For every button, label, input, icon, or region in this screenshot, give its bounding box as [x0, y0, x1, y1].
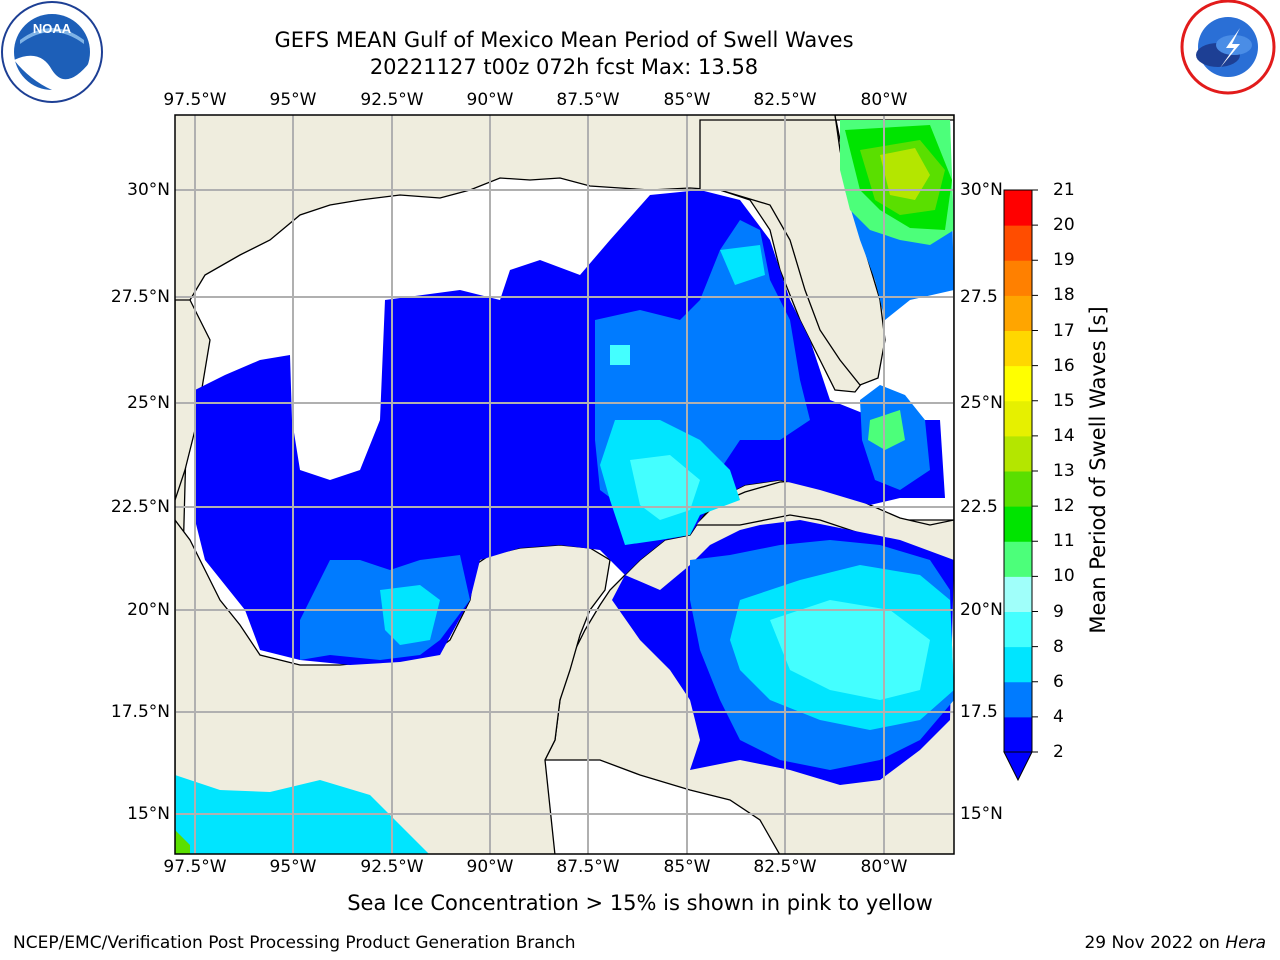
lat-label: 15°N — [960, 804, 1003, 824]
lon-label: 82.5°W — [753, 857, 817, 877]
colorbar-tick-label: 12 — [1053, 496, 1075, 517]
lon-label: 80°W — [860, 857, 908, 877]
lat-label: 27.5°N — [110, 287, 170, 307]
colorbar-tick-label: 14 — [1053, 425, 1075, 446]
colorbar — [1003, 189, 1038, 782]
credit-text: NCEP/EMC/Verification Post Processing Pr… — [13, 933, 576, 953]
colorbar-tick-label: 9 — [1053, 601, 1064, 622]
lat-label: 30°N — [960, 180, 1003, 200]
lat-label: 25°N — [960, 393, 1003, 413]
map-subtitle: 20221127 t00z 072h fcst Max: 13.58 — [369, 55, 759, 79]
colorbar-segment — [1004, 260, 1032, 296]
colorbar-segment — [1004, 541, 1032, 577]
map-gridlines — [175, 115, 954, 854]
lon-label: 85°W — [663, 90, 711, 110]
lon-label: 95°W — [269, 857, 317, 877]
colorbar-segment — [1004, 190, 1032, 226]
colorbar-label: Mean Period of Swell Waves [s] — [1086, 306, 1110, 634]
lon-label: 97.5°W — [163, 90, 227, 110]
colorbar-segment — [1004, 506, 1032, 542]
lon-label: 87.5°W — [556, 90, 620, 110]
map-panel — [174, 114, 955, 855]
swell-fields — [175, 120, 954, 854]
colorbar-tick-label: 13 — [1053, 461, 1075, 481]
lat-label: 20°N — [127, 600, 170, 620]
noaa-logo: NOAA — [1, 1, 103, 103]
map-title: GEFS MEAN Gulf of Mexico Mean Period of … — [274, 28, 854, 52]
colorbar-segment — [1004, 365, 1032, 402]
colorbar-tick-label: 2 — [1053, 742, 1064, 762]
colorbar-tick-label: 6 — [1053, 671, 1064, 692]
lat-label: 17.5°N — [110, 702, 170, 722]
svg-text:NOAA: NOAA — [33, 21, 72, 36]
lon-label: 80°W — [860, 90, 908, 110]
colorbar-segment — [1004, 681, 1032, 718]
colorbar-extend-arrow — [1003, 751, 1033, 782]
lat-label: 25°N — [127, 393, 170, 413]
colorbar-segment — [1004, 400, 1032, 437]
host-name: Hera — [1225, 933, 1266, 953]
colorbar-tick-label: 11 — [1053, 531, 1075, 552]
lon-label: 90°W — [466, 90, 514, 110]
colorbar-segment — [1004, 295, 1032, 331]
nws-logo — [1180, 0, 1276, 95]
colorbar-segment — [1004, 471, 1032, 507]
colorbar-segment — [1004, 576, 1032, 612]
colorbar-tick-label: 17 — [1053, 320, 1075, 341]
sea-ice-note: Sea Ice Concentration > 15% is shown in … — [347, 891, 933, 915]
lat-label: 15°N — [127, 804, 170, 824]
colorbar-tick-label: 16 — [1053, 355, 1075, 376]
lon-label: 82.5°W — [753, 90, 817, 110]
lon-label: 90°W — [466, 857, 514, 877]
lon-label: 85°W — [663, 857, 711, 877]
lat-label: 17.5 — [960, 702, 998, 722]
lon-label: 92.5°W — [360, 857, 424, 877]
lat-label: 20°N — [960, 600, 1003, 620]
colorbar-tick-label: 21 — [1053, 180, 1075, 200]
colorbar-segment — [1004, 611, 1032, 648]
lon-label: 97.5°W — [163, 857, 227, 877]
colorbar-tick-label: 18 — [1053, 285, 1075, 306]
map-frame — [174, 114, 955, 855]
lat-label: 22.5 — [960, 497, 998, 517]
lat-label: 27.5 — [960, 287, 998, 307]
colorbar-tick-label: 15 — [1053, 390, 1075, 411]
date-text: 29 Nov 2022 on — [1084, 933, 1226, 953]
colorbar-tick-label: 10 — [1053, 566, 1075, 587]
colorbar-tick-label: 20 — [1053, 215, 1075, 236]
colorbar-segment — [1004, 716, 1032, 753]
colorbar-tick-label: 4 — [1053, 706, 1064, 727]
lat-label: 30°N — [127, 180, 170, 200]
colorbar-tick-label: 8 — [1053, 636, 1064, 657]
lon-label: 92.5°W — [360, 90, 424, 110]
colorbar-segment — [1004, 435, 1032, 472]
lon-label: 95°W — [269, 90, 317, 110]
colorbar-segment — [1004, 225, 1032, 261]
lon-label: 87.5°W — [556, 857, 620, 877]
colorbar-tick-label: 19 — [1053, 250, 1075, 271]
colorbar-segment — [1004, 646, 1032, 683]
colorbar-segment — [1004, 330, 1032, 367]
lat-label: 22.5°N — [110, 497, 170, 517]
date-stamp: 29 Nov 2022 on Hera — [1084, 933, 1266, 953]
